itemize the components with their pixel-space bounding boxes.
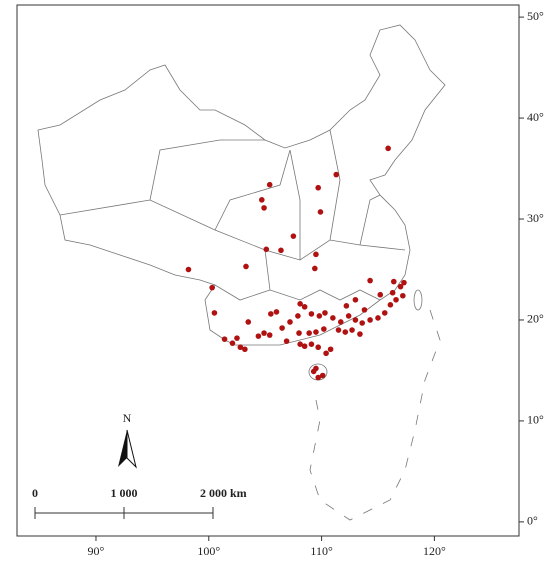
site-point: [367, 277, 373, 284]
site-point: [319, 372, 326, 379]
site-point: [261, 205, 267, 211]
y-tick-label: 50°: [527, 9, 544, 23]
site-point: [335, 327, 342, 333]
site-point: [313, 365, 319, 372]
scale-label: 2 000 km: [200, 486, 247, 500]
y-tick-label: 20°: [527, 312, 544, 326]
site-point: [393, 296, 399, 303]
site-point: [278, 247, 284, 254]
site-point: [287, 319, 293, 325]
site-point: [295, 313, 301, 319]
y-tick-label: 0°: [527, 514, 538, 528]
x-tick-label: 100°: [197, 544, 220, 558]
site-point: [385, 145, 391, 152]
site-point: [297, 301, 303, 307]
site-point: [361, 307, 368, 313]
north-label: N: [123, 411, 132, 425]
site-point: [359, 320, 365, 326]
site-point: [315, 374, 322, 381]
x-tick-label: 120°: [423, 544, 446, 558]
site-point: [234, 335, 240, 341]
site-point: [245, 319, 252, 325]
site-point: [279, 325, 285, 331]
site-point: [313, 329, 319, 335]
site-point: [283, 338, 290, 344]
country-outline: [37, 24, 446, 346]
site-point: [255, 333, 262, 339]
north-arrow-half: [126, 429, 137, 469]
scale-label: 0: [32, 486, 38, 500]
site-point: [333, 171, 340, 178]
site-point: [308, 341, 315, 347]
site-point: [397, 283, 404, 290]
site-point: [261, 330, 267, 336]
site-point: [301, 343, 308, 350]
frame: [16, 4, 520, 537]
site-point: [377, 291, 384, 298]
site-point: [258, 197, 265, 203]
site-point: [317, 209, 324, 215]
site-point: [308, 311, 315, 317]
site-point: [266, 332, 273, 338]
site-point: [312, 265, 318, 272]
y-tick-label: 10°: [527, 413, 544, 427]
site-point: [401, 279, 407, 286]
site-point: [330, 315, 336, 321]
site-point: [209, 284, 215, 291]
x-tick-label: 90°: [88, 544, 105, 558]
site-point: [342, 329, 349, 335]
site-point: [273, 309, 280, 315]
site-point: [387, 302, 394, 308]
site-point: [343, 303, 350, 309]
scale-label: 1 000: [111, 486, 138, 500]
site-point: [390, 278, 397, 285]
site-point: [381, 310, 388, 316]
site-point: [349, 327, 355, 333]
site-point: [221, 336, 228, 342]
site-point: [263, 246, 270, 253]
site-point: [297, 341, 303, 347]
site-point: [321, 326, 327, 332]
site-point: [229, 340, 236, 346]
site-point: [352, 296, 359, 303]
site-point: [352, 317, 359, 323]
y-tick-label: 40°: [527, 110, 544, 124]
site-point: [290, 233, 297, 239]
site-point: [266, 181, 273, 188]
site-point: [357, 331, 363, 337]
maritime-line: [309, 309, 441, 521]
site-point: [301, 304, 308, 310]
site-point: [243, 263, 249, 270]
site-point: [322, 310, 328, 316]
site-point: [337, 319, 344, 325]
site-point: [375, 315, 381, 321]
site-point: [389, 289, 396, 296]
site-point: [400, 292, 406, 299]
province-borders: [59, 129, 406, 301]
site-point: [237, 344, 244, 351]
site-point: [268, 311, 274, 317]
y-tick-label: 30°: [527, 211, 544, 225]
site-point: [316, 313, 323, 319]
x-tick-label: 110°: [310, 544, 333, 558]
site-point: [313, 251, 319, 258]
site-point: [345, 313, 352, 319]
site-point: [185, 266, 192, 273]
site-point: [315, 344, 322, 351]
site-point: [327, 346, 334, 353]
site-point: [211, 310, 218, 316]
site-point: [306, 330, 312, 336]
site-point: [367, 317, 373, 323]
site-point: [296, 330, 302, 336]
taiwan: [413, 289, 423, 311]
site-point: [323, 350, 329, 357]
site-point: [242, 346, 248, 353]
site-point: [315, 184, 322, 191]
